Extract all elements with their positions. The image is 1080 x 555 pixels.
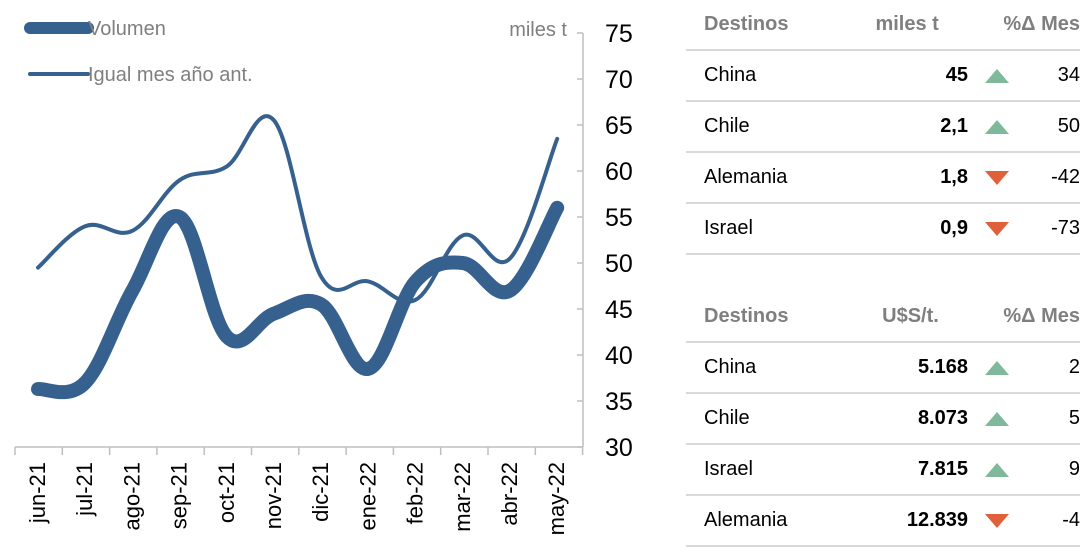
volume-table: Destinos miles t %Δ Mes China 45 34 Chile 2,1 50…	[686, 0, 1080, 255]
triangle-down-icon	[974, 221, 1020, 236]
change-cell: 50	[1057, 115, 1080, 137]
increase-arrow	[985, 462, 1009, 477]
y-tick-label: 65	[605, 112, 633, 140]
value-cell: 12.839	[906, 509, 968, 531]
table-row: China 45 34	[686, 51, 1080, 102]
x-tick-label: mar-22	[450, 462, 475, 532]
destination-cell: Israel	[704, 217, 753, 239]
x-tick-label: jul-21	[72, 462, 97, 517]
change-cell: -4	[1062, 509, 1080, 531]
decrease-arrow	[985, 221, 1009, 236]
decrease-arrow	[985, 513, 1009, 528]
x-tick-label: oct-21	[214, 462, 239, 523]
triangle-down-icon	[974, 513, 1020, 528]
x-tick-label: sep-21	[167, 462, 192, 529]
value-cell: 45	[945, 64, 968, 86]
change-cell: 34	[1057, 64, 1080, 86]
value-cell: 1,8	[940, 166, 968, 188]
table-row: Israel 0,9 -73	[686, 204, 1080, 255]
x-tick-label: abr-22	[497, 462, 522, 526]
y-tick-label: 70	[605, 66, 633, 94]
y-axis-label: miles t	[509, 19, 567, 41]
column-header: Destinos	[704, 305, 789, 327]
price-table: Destinos U$S/t. %Δ Mes China 5.168 2 Chile 8.07…	[686, 292, 1080, 547]
column-header: U$S/t.	[882, 305, 939, 327]
triangle-up-icon	[974, 360, 1020, 375]
value-cell: 7.815	[917, 458, 968, 480]
column-header: Destinos	[704, 13, 789, 35]
series-line-volumen	[31, 200, 565, 400]
series-line-igual-mes-ano-ant	[36, 114, 560, 304]
value-cell: 0,9	[940, 217, 968, 239]
column-header: %Δ Mes	[1003, 13, 1080, 35]
x-tick-label: may-22	[544, 462, 569, 535]
column-header: miles t	[875, 13, 939, 35]
table-header-row: Destinos U$S/t. %Δ Mes	[686, 292, 1080, 343]
destination-cell: Chile	[704, 115, 750, 137]
increase-arrow	[985, 119, 1009, 134]
table-row: Alemania 1,8 -42	[686, 153, 1080, 204]
x-tick-label: ene-22	[355, 462, 380, 531]
destination-cell: Alemania	[704, 166, 788, 188]
x-tick-label: ago-21	[119, 462, 144, 531]
change-cell: 5	[1068, 407, 1080, 429]
x-tick-label: jun-21	[25, 462, 50, 524]
legend-label: Volumen	[88, 18, 166, 40]
destination-cell: China	[704, 64, 757, 86]
value-cell: 5.168	[917, 356, 968, 378]
change-cell: -42	[1051, 166, 1080, 188]
y-tick-label: 50	[605, 250, 633, 278]
y-tick-label: 55	[605, 204, 633, 232]
destination-cell: Chile	[704, 407, 750, 429]
increase-arrow	[985, 411, 1009, 426]
value-cell: 2,1	[940, 115, 968, 137]
triangle-down-icon	[974, 170, 1020, 185]
x-tick-label: dic-21	[308, 462, 333, 522]
triangle-up-icon	[974, 119, 1020, 134]
y-tick-label: 30	[605, 434, 633, 462]
triangle-up-icon	[974, 68, 1020, 83]
destination-cell: Israel	[704, 458, 753, 480]
y-tick-label: 60	[605, 158, 633, 186]
y-tick-label: 45	[605, 296, 633, 324]
table-row: Israel 7.815 9	[686, 445, 1080, 496]
y-tick-label: 75	[605, 20, 633, 48]
destination-cell: Alemania	[704, 509, 788, 531]
change-cell: 9	[1068, 458, 1080, 480]
x-tick-label: feb-22	[403, 462, 428, 524]
column-header: %Δ Mes	[1003, 305, 1080, 327]
table-row: China 5.168 2	[686, 343, 1080, 394]
x-tick-label: nov-21	[261, 462, 286, 529]
decrease-arrow	[985, 170, 1009, 185]
change-cell: -73	[1051, 217, 1080, 239]
table-row: Alemania 12.839 -4	[686, 496, 1080, 547]
table-row: Chile 2,1 50	[686, 102, 1080, 153]
change-cell: 2	[1068, 356, 1080, 378]
legend-label: Igual mes año ant.	[88, 64, 253, 86]
value-cell: 8.073	[917, 407, 968, 429]
increase-arrow	[985, 360, 1009, 375]
y-tick-label: 40	[605, 342, 633, 370]
increase-arrow	[985, 68, 1009, 83]
triangle-up-icon	[974, 411, 1020, 426]
y-tick-label: 35	[605, 388, 633, 416]
destination-cell: China	[704, 356, 757, 378]
table-header-row: Destinos miles t %Δ Mes	[686, 0, 1080, 51]
line-chart: 30 35 40 45 50 55 60 65 70 75 miles t jun-21 jul-21 a…	[14, 18, 633, 535]
table-row: Chile 8.073 5	[686, 394, 1080, 445]
triangle-up-icon	[974, 462, 1020, 477]
